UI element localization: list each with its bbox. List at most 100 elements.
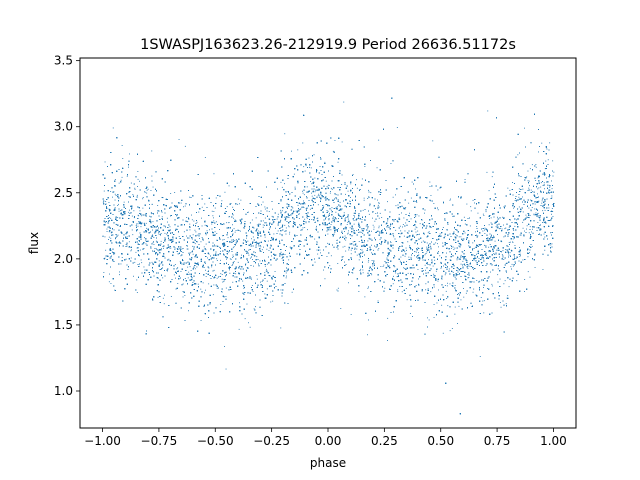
data-point xyxy=(128,166,129,168)
data-point xyxy=(246,251,248,252)
data-point xyxy=(207,257,208,259)
data-point xyxy=(531,245,533,247)
data-point xyxy=(477,256,478,258)
data-point xyxy=(424,264,426,266)
data-point xyxy=(221,278,223,280)
data-point xyxy=(281,235,283,237)
data-point xyxy=(216,277,218,279)
data-point xyxy=(336,239,338,241)
data-point xyxy=(315,221,316,223)
data-point xyxy=(456,258,458,260)
data-point xyxy=(222,281,224,283)
data-point xyxy=(298,209,300,211)
data-point xyxy=(326,186,328,188)
data-point xyxy=(136,247,138,249)
data-point xyxy=(548,184,550,186)
data-point xyxy=(239,203,240,205)
data-point xyxy=(265,222,267,224)
data-point xyxy=(437,209,439,211)
data-point xyxy=(230,203,232,204)
data-point xyxy=(186,217,188,218)
data-point xyxy=(390,244,392,246)
data-point xyxy=(473,288,475,290)
data-point xyxy=(440,267,442,269)
data-point xyxy=(211,266,213,268)
data-point xyxy=(377,206,379,208)
data-point xyxy=(377,199,378,201)
data-point xyxy=(215,255,217,256)
data-point xyxy=(213,245,215,247)
data-point xyxy=(349,200,351,202)
data-point xyxy=(130,257,132,259)
data-point xyxy=(328,229,330,231)
data-point xyxy=(245,269,247,271)
data-point xyxy=(290,247,292,249)
data-point xyxy=(161,248,162,250)
data-point xyxy=(465,292,467,294)
data-point xyxy=(485,246,487,248)
data-point xyxy=(379,238,381,240)
data-point xyxy=(363,242,365,243)
data-point xyxy=(112,234,114,236)
data-point xyxy=(447,282,448,284)
data-point xyxy=(228,185,230,187)
data-point xyxy=(204,157,206,158)
data-point xyxy=(261,249,263,251)
data-point xyxy=(314,217,315,219)
data-point xyxy=(545,147,547,149)
data-point xyxy=(474,202,475,204)
data-point xyxy=(495,253,497,255)
data-point xyxy=(264,224,265,226)
data-point xyxy=(108,231,110,233)
data-point xyxy=(484,233,486,234)
data-point xyxy=(291,291,293,293)
data-point xyxy=(196,221,198,223)
data-point xyxy=(553,171,555,173)
data-point xyxy=(242,280,244,282)
data-point xyxy=(535,164,537,165)
data-point xyxy=(140,259,142,261)
data-point xyxy=(409,212,410,214)
data-point xyxy=(120,210,121,212)
data-point xyxy=(316,241,318,243)
data-point xyxy=(151,261,153,263)
data-point xyxy=(237,203,239,205)
data-point xyxy=(368,238,370,240)
data-point xyxy=(330,209,332,211)
data-point xyxy=(214,231,216,233)
data-point xyxy=(191,238,193,240)
data-point xyxy=(439,255,441,257)
data-point xyxy=(457,268,459,269)
data-point xyxy=(259,260,261,262)
data-point xyxy=(524,230,525,232)
data-point xyxy=(526,225,528,227)
data-point xyxy=(272,208,273,210)
data-point xyxy=(129,213,131,214)
data-point xyxy=(208,267,210,269)
data-point xyxy=(373,226,375,228)
data-point xyxy=(522,196,523,198)
data-point xyxy=(497,274,499,276)
data-point xyxy=(487,110,489,112)
data-point xyxy=(121,257,123,258)
data-point xyxy=(243,287,245,289)
data-point xyxy=(107,226,109,228)
data-point xyxy=(427,272,429,274)
data-point xyxy=(389,233,391,235)
data-point xyxy=(138,215,140,217)
data-point xyxy=(162,277,164,279)
data-point xyxy=(353,244,355,246)
data-point xyxy=(289,246,291,248)
data-point xyxy=(342,256,344,258)
data-point xyxy=(414,228,416,230)
data-point xyxy=(422,240,424,242)
data-point xyxy=(368,189,369,191)
data-point xyxy=(481,255,483,257)
data-point xyxy=(330,187,332,189)
data-point xyxy=(368,213,370,215)
data-point xyxy=(148,199,150,201)
data-point xyxy=(150,247,152,249)
data-point xyxy=(158,210,160,212)
data-point xyxy=(157,205,159,206)
data-point xyxy=(454,247,456,249)
